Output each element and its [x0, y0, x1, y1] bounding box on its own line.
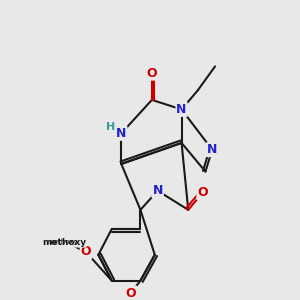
Text: N: N	[116, 127, 127, 140]
Text: N: N	[207, 143, 217, 156]
Text: O: O	[126, 286, 136, 299]
Text: H: H	[106, 122, 115, 132]
Text: methoxy: methoxy	[47, 239, 78, 245]
Text: O: O	[147, 67, 157, 80]
Text: N: N	[176, 103, 187, 116]
Text: O: O	[81, 245, 91, 258]
Text: methoxy: methoxy	[42, 238, 86, 247]
Text: N: N	[152, 184, 163, 197]
Text: O: O	[197, 186, 208, 199]
